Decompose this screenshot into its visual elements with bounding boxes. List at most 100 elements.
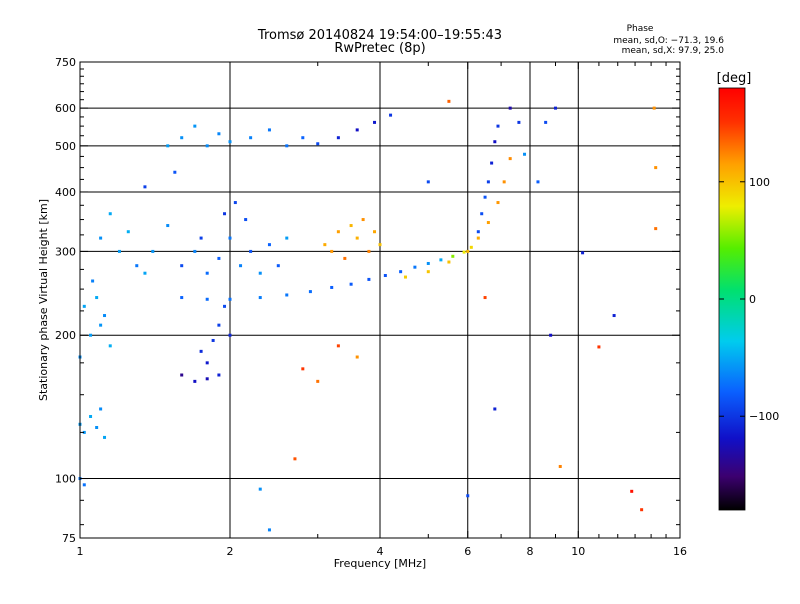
data-point xyxy=(95,425,99,429)
data-point xyxy=(652,106,656,110)
y-tick-label: 100 xyxy=(55,473,76,486)
data-point xyxy=(285,293,289,297)
data-point xyxy=(180,264,184,268)
data-point xyxy=(367,277,371,281)
data-point xyxy=(193,249,197,253)
data-point xyxy=(413,265,417,269)
data-point xyxy=(508,106,512,110)
data-point xyxy=(403,275,407,279)
data-point xyxy=(486,221,490,225)
data-point xyxy=(285,236,289,240)
data-point xyxy=(378,243,382,247)
data-point xyxy=(293,457,297,461)
y-tick-label: 500 xyxy=(55,140,76,153)
data-point xyxy=(355,128,359,132)
data-point xyxy=(249,136,253,140)
x-tick-label: 1 xyxy=(77,545,84,558)
data-point xyxy=(143,271,147,275)
data-point xyxy=(285,144,289,148)
data-point xyxy=(228,236,232,240)
chart-subtitle: RwPretec (8p) xyxy=(334,41,425,56)
data-point xyxy=(447,99,451,103)
data-point xyxy=(276,264,280,268)
data-point xyxy=(217,256,221,260)
data-point xyxy=(199,349,203,353)
data-point xyxy=(640,508,644,512)
data-point xyxy=(244,218,248,222)
colorbar-tick-label: 100 xyxy=(749,176,770,189)
data-point xyxy=(173,170,177,174)
data-point xyxy=(544,120,548,124)
data-point xyxy=(249,249,253,253)
data-point xyxy=(217,373,221,377)
data-point xyxy=(466,249,470,253)
data-point xyxy=(228,297,232,301)
data-point xyxy=(301,367,305,371)
data-point xyxy=(267,128,271,132)
data-point xyxy=(483,296,487,300)
data-point xyxy=(383,274,387,278)
data-point xyxy=(211,338,215,342)
data-point xyxy=(233,201,237,205)
data-point xyxy=(466,494,470,498)
data-point xyxy=(355,236,359,240)
data-point xyxy=(451,254,455,258)
data-point xyxy=(95,296,99,300)
data-point xyxy=(217,323,221,327)
grid-lines xyxy=(80,62,680,538)
data-point xyxy=(180,296,184,300)
data-point xyxy=(316,142,320,146)
data-point xyxy=(480,212,484,216)
data-point xyxy=(205,271,209,275)
data-point xyxy=(323,243,327,247)
data-point xyxy=(223,304,227,308)
data-point xyxy=(99,236,103,240)
data-point xyxy=(654,227,658,231)
data-point xyxy=(267,528,271,532)
data-point xyxy=(447,260,451,264)
data-point xyxy=(349,224,353,228)
data-point xyxy=(496,201,500,205)
data-point xyxy=(367,249,371,253)
colorbar-tick-label: −100 xyxy=(749,410,779,423)
axis-ticks: 1 2 4 6 8 10 16 75 100 200 300 400 500 600 750 xyxy=(55,56,687,558)
data-point xyxy=(373,120,377,124)
data-point xyxy=(301,136,305,140)
phase-line-o: mean, sd,O: −71.3, 19.6 xyxy=(613,36,724,46)
x-tick-label: 10 xyxy=(571,545,585,558)
data-point xyxy=(597,345,601,349)
data-point xyxy=(486,180,490,184)
data-point xyxy=(462,250,466,254)
data-point xyxy=(476,230,480,234)
data-point xyxy=(82,304,86,308)
data-point xyxy=(536,180,540,184)
data-point xyxy=(180,373,184,377)
data-point xyxy=(82,483,86,487)
data-point xyxy=(654,166,658,170)
data-point xyxy=(316,379,320,383)
x-tick-label: 6 xyxy=(464,545,471,558)
data-point xyxy=(373,230,377,234)
data-point xyxy=(502,180,506,184)
data-point xyxy=(180,136,184,140)
phase-heading: Phase xyxy=(627,24,654,34)
data-point xyxy=(399,270,403,274)
data-point xyxy=(549,333,553,337)
y-tick-label: 400 xyxy=(55,186,76,199)
data-point xyxy=(166,224,170,228)
data-point xyxy=(336,230,340,234)
x-tick-label: 16 xyxy=(673,545,687,558)
data-point xyxy=(612,314,616,318)
data-point xyxy=(89,333,93,337)
data-point xyxy=(135,264,139,268)
data-point xyxy=(343,256,347,260)
data-point xyxy=(126,230,130,234)
data-point xyxy=(469,245,473,249)
x-tick-label: 2 xyxy=(227,545,234,558)
data-point xyxy=(99,323,103,327)
data-point xyxy=(151,249,155,253)
data-point xyxy=(581,251,585,255)
data-point xyxy=(330,285,334,289)
